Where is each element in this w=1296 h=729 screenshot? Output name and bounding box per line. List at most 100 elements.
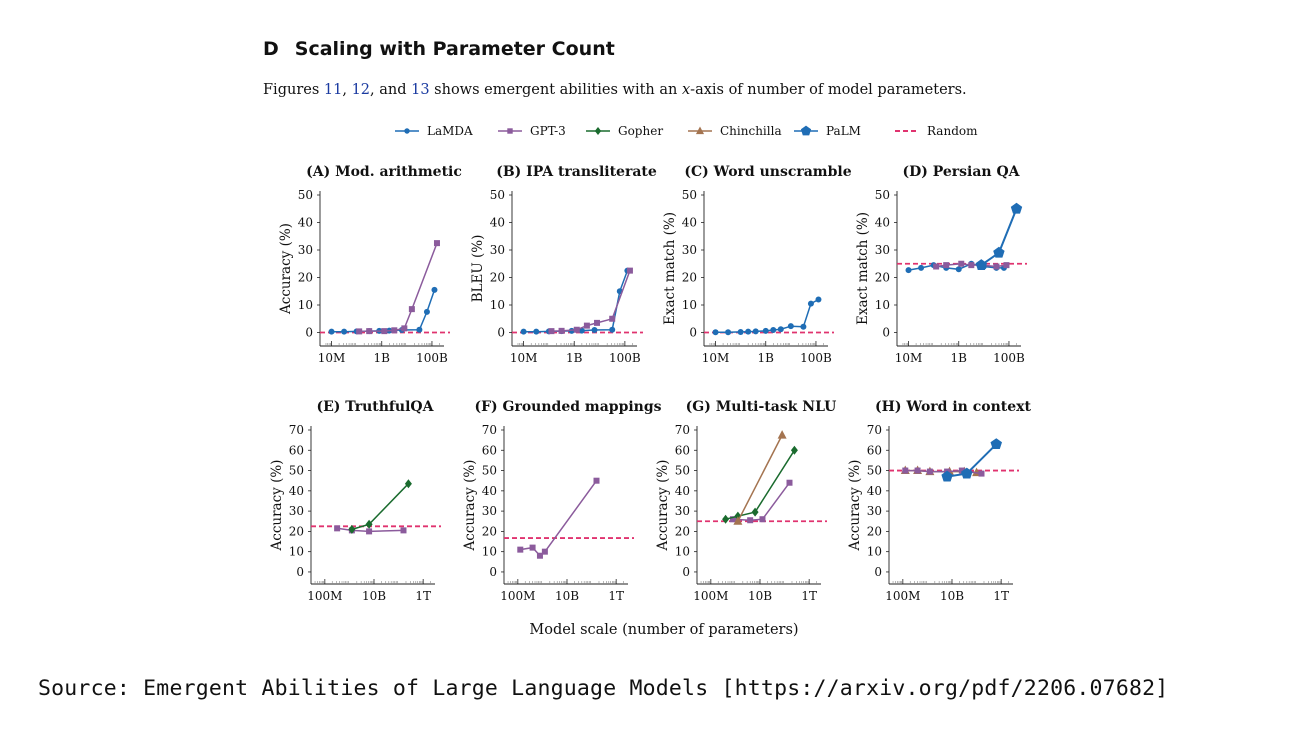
y-tick-label: 40: [490, 216, 505, 230]
y-tick-label: 60: [675, 443, 690, 457]
data-point-gopher: [404, 479, 412, 489]
series-line-gpt-3: [732, 482, 791, 521]
x-tick-label: 1B: [758, 351, 775, 365]
caption-text: Figures: [263, 82, 324, 98]
series-line-gpt-3: [336, 527, 404, 533]
y-tick-label: 50: [298, 188, 313, 202]
y-tick-label: 10: [675, 545, 690, 559]
data-point-palm: [1010, 202, 1023, 214]
legend-label-gopher: Gopher: [618, 124, 663, 138]
x-tick-label: 100M: [885, 589, 920, 603]
legend-label-gpt-3: GPT-3: [530, 124, 566, 138]
y-tick-label: 20: [875, 271, 890, 285]
legend-label-lamda: LaMDA: [427, 124, 473, 138]
legend-marker-chinchilla: [695, 126, 705, 135]
y-axis-label: BLEU (%): [470, 235, 486, 303]
panel-h: (H) Word in context 0 10 20 30 40 50 60 70 100M 10…: [847, 399, 1031, 603]
panel-title: (C) Word unscramble: [684, 164, 851, 180]
y-tick-label: 40: [682, 216, 697, 230]
data-point-gpt-3: [902, 467, 909, 474]
series-line-chinchilla: [737, 434, 783, 522]
y-tick-label: 30: [289, 504, 304, 518]
y-tick-label: 10: [490, 298, 505, 312]
series-line-gopher: [351, 483, 409, 531]
data-point-lamda: [591, 327, 598, 334]
y-axis-label: Accuracy (%): [278, 223, 294, 315]
x-tick-label: 1B: [374, 351, 391, 365]
data-point-gpt-3: [517, 546, 524, 553]
data-point-lamda: [725, 329, 732, 336]
x-tick-label: 100M: [500, 589, 535, 603]
data-point-gpt-3: [594, 319, 601, 326]
data-point-gpt-3: [958, 467, 965, 474]
x-tick-label: 1T: [801, 589, 817, 603]
data-point-gpt-3: [334, 525, 341, 532]
data-point-gpt-3: [729, 516, 736, 523]
legend-label-palm: PaLM: [826, 124, 861, 138]
y-tick-label: 60: [867, 443, 882, 457]
y-tick-label: 70: [675, 423, 690, 437]
figure-ref-12[interactable]: 12: [351, 82, 371, 98]
series-line-gpt-3: [359, 242, 438, 333]
data-point-gopher: [751, 507, 759, 517]
data-point-lamda: [807, 300, 814, 307]
legend-marker-palm: [800, 125, 812, 136]
series-line-gopher: [725, 449, 796, 520]
y-tick-label: 0: [497, 326, 505, 340]
data-point-gpt-3: [993, 263, 1000, 270]
y-tick-label: 60: [289, 443, 304, 457]
data-point-lamda: [787, 323, 794, 330]
x-tick-label: 10M: [702, 351, 730, 365]
y-tick-label: 40: [482, 484, 497, 498]
panel-title: (E) TruthfulQA: [317, 399, 435, 415]
y-tick-label: 30: [682, 243, 697, 257]
legend-marker-gpt-3: [507, 128, 513, 134]
y-tick-label: 40: [867, 484, 882, 498]
panel-f: (F) Grounded mappings 0 10 20 30 40 50 60 70 100M…: [462, 399, 662, 603]
caption-text: , and: [370, 82, 412, 98]
x-tick-label: 10B: [362, 589, 386, 603]
data-point-lamda: [745, 328, 752, 335]
data-point-gopher: [348, 524, 356, 534]
data-point-gpt-3: [433, 240, 440, 247]
legend-label-chinchilla: Chinchilla: [720, 124, 782, 138]
y-tick-label: 0: [882, 326, 890, 340]
y-tick-label: 30: [482, 504, 497, 518]
data-point-gpt-3: [943, 262, 950, 269]
y-tick-label: 40: [675, 484, 690, 498]
data-point-lamda: [905, 267, 912, 274]
series-line-lamda: [523, 270, 629, 333]
y-tick-label: 40: [875, 216, 890, 230]
data-point-gpt-3: [573, 326, 580, 333]
data-point-lamda: [431, 286, 438, 293]
data-point-lamda: [777, 326, 784, 333]
data-point-gpt-3: [626, 267, 633, 274]
data-point-gpt-3: [529, 544, 536, 551]
figure-ref-13[interactable]: 13: [411, 82, 430, 98]
caption-text: -axis of number of model parameters.: [690, 82, 967, 98]
y-tick-label: 10: [867, 545, 882, 559]
series-line-gpt-3: [520, 480, 598, 557]
legend-label-random: Random: [927, 124, 978, 138]
data-point-gpt-3: [786, 479, 793, 486]
x-tick-label: 1B: [951, 351, 968, 365]
panel-title: (H) Word in context: [875, 399, 1031, 415]
x-tick-label: 100M: [693, 589, 728, 603]
data-point-gpt-3: [541, 548, 548, 555]
y-tick-label: 50: [490, 188, 505, 202]
data-point-gpt-3: [408, 306, 415, 313]
y-tick-label: 20: [298, 271, 313, 285]
y-tick-label: 20: [490, 271, 505, 285]
data-point-chinchilla: [733, 516, 743, 525]
panel-e: (E) TruthfulQA 0 10 20 30 40 50 60 70 100M 10B 1T Ac…: [269, 399, 441, 603]
panel-d: (D) Persian QA 0 10 20 30 40 50 10M 1B 100B Exact …: [855, 164, 1027, 365]
panel-title: (D) Persian QA: [902, 164, 1020, 180]
figure-ref-11[interactable]: 11: [323, 82, 343, 98]
panel-title: (G) Multi-task NLU: [686, 399, 837, 415]
y-tick-label: 10: [682, 298, 697, 312]
x-tick-label: 100B: [993, 351, 1025, 365]
data-point-lamda: [533, 328, 540, 335]
data-point-lamda: [762, 327, 769, 334]
x-tick-label: 10B: [555, 589, 579, 603]
panel-b: (B) IPA transliterate 0 10 20 30 40 50 10M 1B 100…: [470, 164, 657, 365]
